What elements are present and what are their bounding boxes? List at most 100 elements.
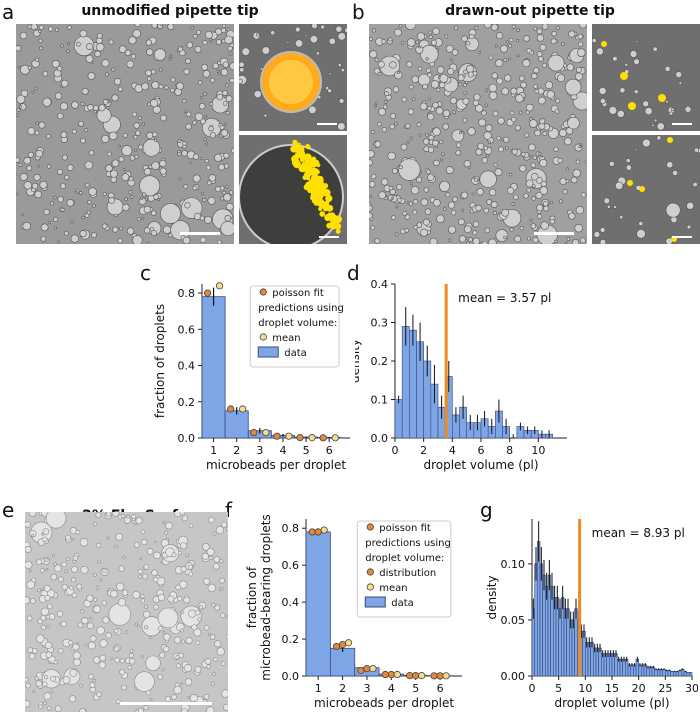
prediction-point [418, 672, 426, 680]
y-axis-label: microbead-bearing droplets [259, 515, 273, 681]
y-tick-label: 0.4 [282, 596, 300, 609]
x-tick-label: 6 [478, 444, 485, 457]
prediction-point [285, 432, 293, 440]
micrograph-b-top [592, 24, 700, 131]
prediction-point [381, 670, 389, 679]
legend-label: poisson fit [379, 523, 431, 534]
legend-marker [259, 288, 267, 296]
prediction-point [331, 434, 339, 442]
prediction-point [203, 289, 212, 297]
micrograph-a-main [16, 24, 234, 244]
prediction-point [332, 642, 341, 651]
y-tick-label: 0.0 [282, 670, 300, 683]
prediction-point [406, 672, 414, 680]
y-axis-label: fraction of droplets [153, 304, 167, 418]
legend-header: droplet volume: [365, 553, 444, 564]
x-tick-label: 0 [392, 444, 399, 457]
prediction-point [262, 428, 270, 437]
bar [201, 296, 226, 439]
y-axis-label: fraction of [245, 566, 259, 628]
panel-title-b: drawn-out pipette tip [445, 3, 615, 19]
x-tick-label: 2 [233, 444, 240, 457]
panel-letter-e: e [2, 498, 15, 522]
mean-label: mean = 8.93 pl [592, 526, 685, 540]
x-axis-label: microbeads per droplet [206, 458, 346, 472]
micrograph-a-bottom [239, 135, 347, 244]
panel-letter-g: g [480, 498, 493, 522]
legend-marker [366, 583, 374, 591]
x-tick-label: 30 [685, 682, 698, 695]
x-axis-label: microbeads per droplet [314, 696, 454, 710]
micrograph-a-top [239, 24, 347, 131]
y-tick-label: 0.4 [178, 360, 196, 373]
x-tick-label: 5 [555, 682, 562, 695]
micrograph-e [25, 512, 228, 712]
histogram-bar [595, 647, 599, 677]
y-tick-label: 0.2 [282, 633, 300, 646]
scale-bar [180, 232, 220, 235]
panel-letter-b: b [352, 0, 365, 24]
x-tick-label: 8 [506, 444, 513, 457]
prediction-point [273, 432, 281, 440]
legend-label: data [284, 348, 307, 359]
y-tick-label: 0.2 [371, 355, 389, 368]
x-tick-label: 3 [363, 682, 370, 695]
x-tick-label: 5 [412, 682, 419, 695]
x-tick-label: 15 [605, 682, 619, 695]
legend-marker [366, 568, 374, 576]
legend-label: mean [272, 333, 300, 344]
y-tick-label: 0.8 [178, 287, 196, 300]
prediction-point [412, 672, 420, 680]
y-tick-label: 0.05 [501, 614, 526, 627]
x-tick-label: 25 [658, 682, 672, 695]
prediction-point [442, 672, 450, 680]
y-tick-label: 0.6 [282, 559, 300, 572]
histogram-bar [593, 647, 597, 677]
legend-header: droplet volume: [258, 318, 337, 329]
legend-marker [257, 346, 279, 358]
y-tick-label: 0.8 [282, 522, 300, 535]
x-tick-label: 10 [531, 444, 545, 457]
histogram-bar [394, 399, 403, 439]
panel-title-a: unmodified pipette tip [81, 3, 259, 19]
histogram-bar [571, 619, 575, 677]
x-tick-label: 4 [449, 444, 456, 457]
legend-header: predictions using [258, 303, 344, 314]
prediction-point [369, 665, 377, 673]
prediction-point [227, 405, 235, 413]
prediction-point [239, 405, 247, 413]
legend-label: distribution [379, 568, 436, 579]
legend-marker [259, 333, 267, 341]
y-tick-label: 0.6 [178, 323, 196, 336]
x-tick-label: 4 [388, 682, 395, 695]
prediction-point [387, 670, 395, 679]
prediction-point [314, 528, 322, 536]
bar [305, 531, 331, 677]
prediction-point [296, 434, 304, 442]
x-tick-label: 4 [279, 444, 286, 457]
prediction-point [436, 672, 444, 680]
prediction-point [308, 528, 316, 536]
prediction-point [357, 666, 365, 675]
prediction-point [430, 672, 438, 680]
x-tick-label: 2 [420, 444, 427, 457]
x-axis-label: droplet volume (pl) [423, 458, 538, 472]
prediction-point [319, 434, 327, 442]
y-tick-label: 0.1 [371, 394, 389, 407]
prediction-point [338, 641, 347, 649]
prediction-point [215, 282, 224, 290]
mean-label: mean = 3.57 pl [458, 291, 551, 305]
y-axis-label: density [485, 576, 499, 620]
panel-letter-f: f [225, 498, 233, 522]
histogram-bar [582, 630, 586, 677]
prediction-point [344, 639, 353, 647]
x-tick-label: 10 [578, 682, 592, 695]
histogram-bar [553, 597, 557, 677]
legend-label: poisson fit [272, 288, 324, 299]
micrograph-b-bottom [592, 135, 700, 244]
x-axis-label: droplet volume (pl) [554, 696, 669, 710]
histogram-bar [689, 672, 693, 677]
x-tick-label: 5 [303, 444, 310, 457]
y-tick-label: 0.0 [178, 432, 196, 445]
